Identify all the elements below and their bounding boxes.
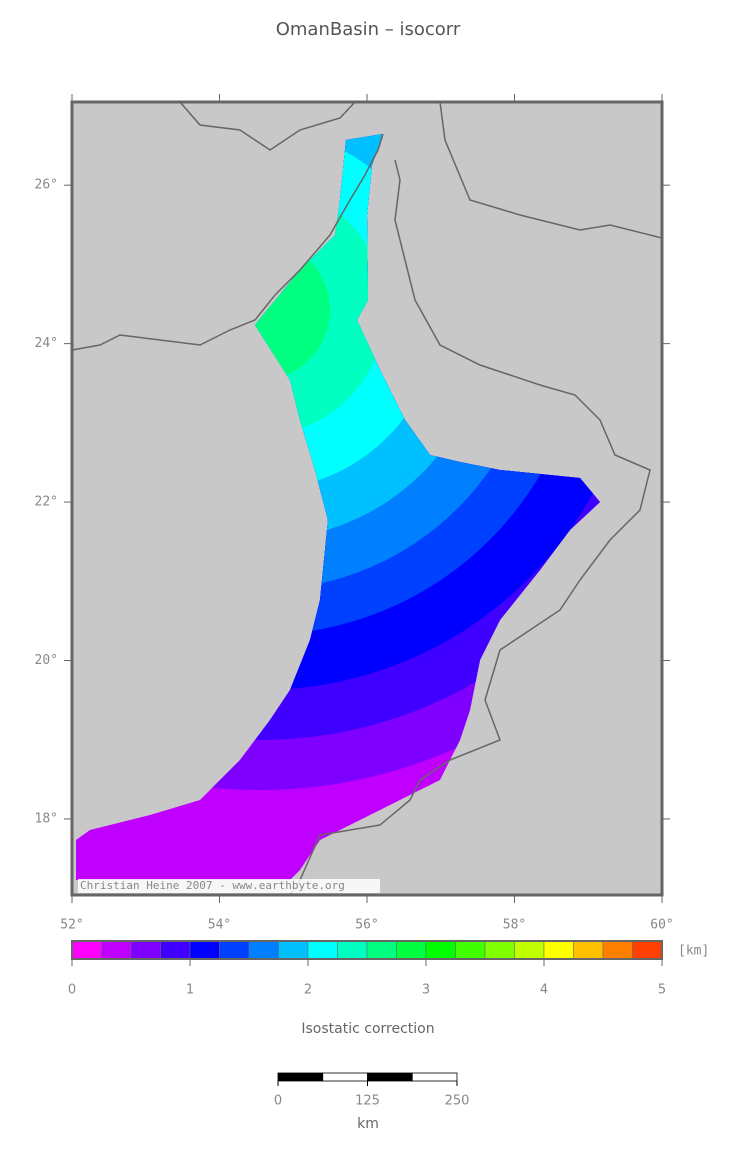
lon-label: 52° <box>60 918 83 933</box>
credit: Christian Heine 2007 - www.earthbyte.org <box>80 879 345 892</box>
colorbar-tick-label: 4 <box>540 983 548 998</box>
colorbar-segment <box>130 940 161 960</box>
lon-label: 54° <box>208 918 231 933</box>
colorbar-label: Isostatic correction <box>301 1021 434 1037</box>
colorbar-tick-label: 0 <box>68 983 76 998</box>
colorbar-segment <box>425 940 456 960</box>
colorbar-frame <box>71 940 663 960</box>
colorbar-tick-label: 2 <box>304 983 312 998</box>
lat-label: 24° <box>35 336 58 351</box>
lat-label: 18° <box>35 811 58 826</box>
colorbar-tick-label: 3 <box>422 983 430 998</box>
scalebar-tick-label: 125 <box>355 1094 380 1109</box>
colorbar-segment <box>248 940 279 960</box>
colorbar-tick-label: 1 <box>186 983 194 998</box>
lon-label: 56° <box>355 918 378 933</box>
colorbar-segment <box>602 940 633 960</box>
scalebar-segment <box>411 1072 458 1082</box>
lat-label: 22° <box>35 495 58 510</box>
colorbar-segment <box>632 940 663 960</box>
colorbar-segment <box>484 940 515 960</box>
colorbar-segment <box>307 940 338 960</box>
colorbar-unit: [km] <box>678 944 709 959</box>
colorbar-segment <box>573 940 604 960</box>
credit-box <box>78 879 380 893</box>
colorbar-segment <box>101 940 132 960</box>
colorbar-segment <box>396 940 427 960</box>
scalebar-segment <box>322 1072 368 1082</box>
title: OmanBasin – isocorr <box>276 19 461 40</box>
scalebar-tick-label: 250 <box>445 1094 470 1109</box>
colorbar-segment <box>71 940 102 960</box>
colorbar-segment <box>543 940 574 960</box>
colorbar-segment <box>219 940 250 960</box>
lat-label: 20° <box>35 653 58 668</box>
scalebar-segment <box>367 1072 413 1082</box>
coastlines <box>72 102 662 895</box>
colorbar-segment <box>278 940 309 960</box>
colorbar-segment <box>366 940 397 960</box>
scalebar-unit: km <box>357 1116 379 1132</box>
lon-label: 58° <box>503 918 526 933</box>
colorbar-segment <box>337 940 368 960</box>
colorbar-segment <box>189 940 220 960</box>
colorbar-segment <box>160 940 191 960</box>
colorbar-segment <box>455 940 486 960</box>
colorbar-segment <box>514 940 545 960</box>
colorbar-tick-label: 5 <box>658 983 666 998</box>
lon-label: 60° <box>650 918 673 933</box>
scalebar-segment <box>277 1072 324 1082</box>
lat-label: 26° <box>35 178 58 193</box>
scalebar-tick-label: 0 <box>274 1094 282 1109</box>
